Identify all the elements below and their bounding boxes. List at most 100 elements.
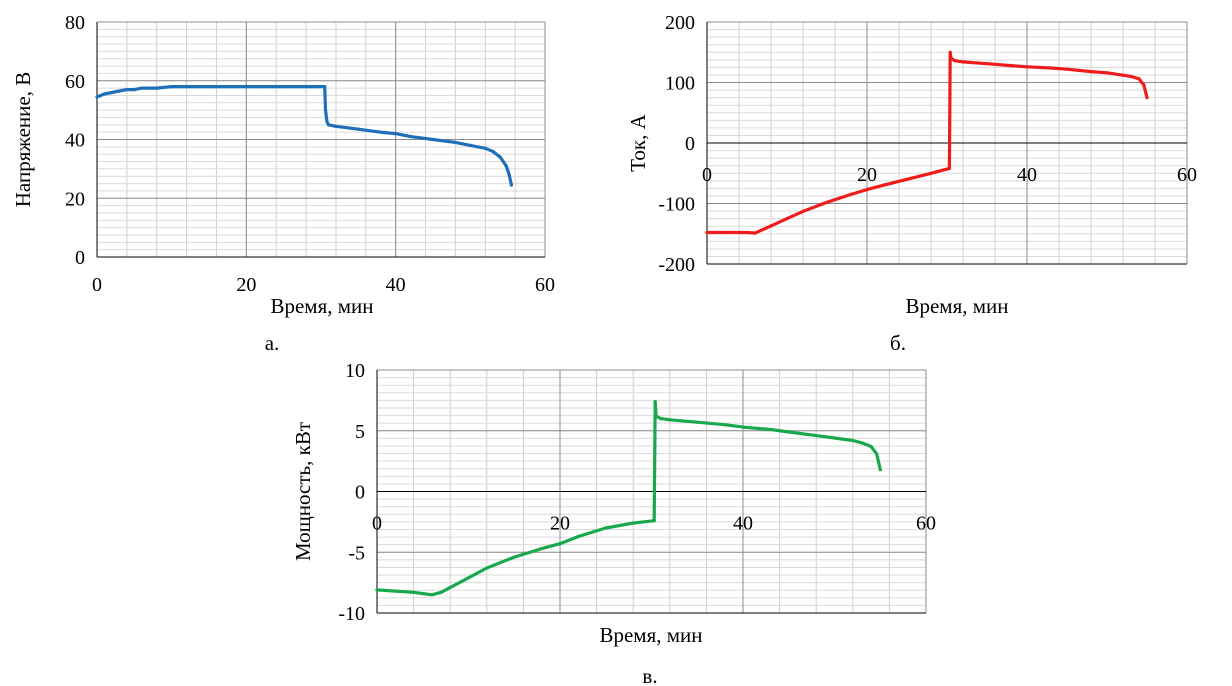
- data-point: [102, 92, 107, 96]
- data-point: [668, 418, 672, 422]
- data-point: [498, 155, 502, 159]
- x-axis-label: Время, мин: [905, 294, 1008, 318]
- data-point: [95, 95, 99, 99]
- data-point: [741, 425, 745, 429]
- data-point: [849, 192, 853, 196]
- y-tick-label: 20: [65, 188, 85, 210]
- data-point: [140, 86, 144, 90]
- figure-caption: б.: [890, 331, 906, 355]
- data-point: [865, 188, 869, 192]
- voltage-chart: 0 20 40 60 80 0 20 40 60 Напряжение, В Время, мин а…: [11, 12, 555, 355]
- data-point: [769, 224, 773, 228]
- x-tick-label: 40: [733, 513, 753, 535]
- series-line: [95, 84, 513, 187]
- data-point: [507, 173, 511, 177]
- y-tick-label: 60: [65, 71, 85, 93]
- data-point: [453, 140, 457, 144]
- data-point: [825, 200, 829, 204]
- data-point: [653, 400, 657, 404]
- data-point: [323, 108, 328, 112]
- data-point: [869, 444, 873, 449]
- data-point: [1142, 83, 1146, 87]
- data-point: [659, 417, 663, 421]
- x-tick-label: 20: [550, 513, 570, 535]
- data-point: [117, 89, 121, 93]
- y-tick-label: -5: [348, 542, 365, 564]
- data-point: [448, 585, 452, 590]
- data-point: [431, 137, 435, 142]
- data-point: [356, 127, 360, 131]
- data-point: [132, 88, 136, 92]
- x-tick-label: 40: [386, 274, 406, 296]
- data-point: [985, 62, 989, 66]
- data-point: [1145, 96, 1149, 100]
- data-point: [325, 120, 329, 124]
- data-point: [723, 423, 727, 427]
- y-tick-label: 10: [345, 360, 365, 382]
- data-point: [512, 555, 516, 559]
- data-point: [1121, 73, 1125, 77]
- x-axis-label: Время, мин: [599, 623, 702, 647]
- data-point: [334, 124, 338, 128]
- x-tick-label: 0: [702, 164, 712, 186]
- data-point: [430, 593, 434, 597]
- data-point: [860, 441, 864, 445]
- data-point: [439, 590, 443, 594]
- data-point: [540, 547, 544, 551]
- data-point: [604, 526, 608, 530]
- y-tick-label: -10: [338, 603, 365, 625]
- data-point: [412, 590, 416, 594]
- data-point: [814, 434, 818, 438]
- data-point: [785, 217, 789, 221]
- power-chart: -10 -5 0 5 10 0 20 40 60 Мощность, кВт Время, мин в…: [291, 360, 936, 686]
- data-point: [244, 85, 248, 89]
- grid: [706, 21, 1188, 265]
- data-point: [832, 436, 837, 440]
- data-point: [375, 588, 379, 592]
- data-point: [468, 143, 472, 147]
- data-point: [110, 90, 114, 95]
- data-point: [929, 171, 933, 175]
- y-tick-label: 0: [355, 482, 365, 504]
- data-point: [379, 130, 383, 134]
- data-point: [323, 85, 327, 89]
- data-point: [949, 56, 953, 60]
- series-line: [375, 400, 882, 597]
- x-tick-label: 40: [1017, 164, 1037, 186]
- data-point: [282, 85, 286, 89]
- y-tick-label: 5: [355, 421, 365, 443]
- data-point: [961, 60, 965, 64]
- data-point: [851, 438, 855, 443]
- y-axis-label: Ток, А: [626, 113, 650, 171]
- data-point: [705, 230, 709, 235]
- data-point: [558, 542, 562, 546]
- y-tick-label: -200: [658, 254, 695, 276]
- y-tick-label: -100: [658, 194, 695, 216]
- data-point: [259, 85, 263, 89]
- x-tick-label: 60: [916, 513, 936, 535]
- data-point: [485, 566, 489, 570]
- data-point: [753, 231, 757, 235]
- data-point: [654, 414, 658, 418]
- data-point: [905, 177, 909, 181]
- data-point: [466, 576, 471, 580]
- data-point: [721, 230, 725, 235]
- y-tick-label: 200: [665, 12, 695, 34]
- data-point: [185, 85, 189, 89]
- x-axis-label: Время, мин: [270, 294, 373, 318]
- y-axis-label: Мощность, кВт: [291, 422, 315, 561]
- data-point: [1049, 66, 1053, 70]
- data-point: [483, 146, 487, 150]
- data-point: [631, 521, 635, 525]
- y-tick-label: 40: [65, 130, 85, 152]
- data-point: [1009, 64, 1013, 68]
- data-point: [787, 430, 791, 434]
- data-point: [207, 85, 211, 89]
- data-point: [878, 468, 882, 472]
- x-tick-label: 0: [372, 513, 382, 535]
- data-point: [652, 519, 656, 523]
- y-tick-label: 0: [685, 133, 695, 155]
- figure-caption: в.: [642, 664, 657, 686]
- data-point: [768, 427, 773, 432]
- y-tick-label: 80: [65, 12, 85, 34]
